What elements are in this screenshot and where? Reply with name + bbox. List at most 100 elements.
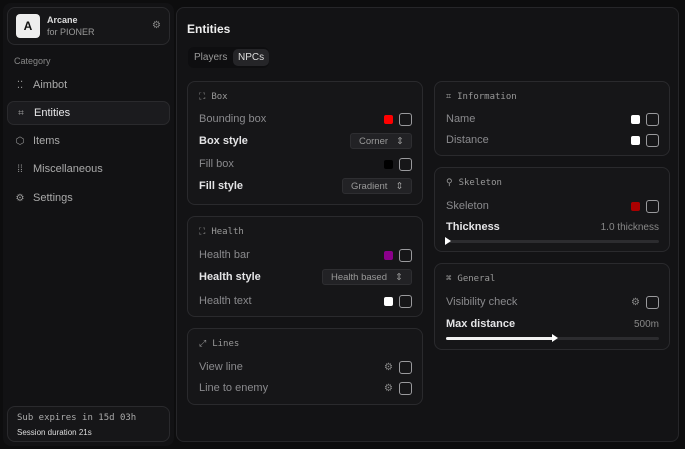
view-line-checkbox[interactable] — [399, 360, 412, 374]
health-style-select[interactable]: Health based ⇕ — [322, 269, 412, 285]
row-label: Line to enemy — [199, 382, 269, 394]
section-title: General — [457, 274, 496, 284]
row-label: Max distance — [446, 318, 516, 330]
max-distance-slider[interactable] — [446, 334, 659, 342]
bone-icon: ⚲ — [446, 178, 453, 188]
misc-icon: ⁞⁞ — [17, 163, 23, 175]
entity-tabs: Players NPCs — [188, 47, 270, 68]
select-value: Gradient — [351, 180, 388, 192]
max-distance-value: 500m — [633, 318, 659, 330]
sidebar-item-miscellaneous[interactable]: ⁞⁞ Miscellaneous — [7, 157, 170, 181]
health-section: ⛶ Health Health bar Health style Health ba… — [187, 216, 423, 317]
visibility-check-row: Visibility check ⚙ — [446, 294, 659, 310]
sidebar-item-label: Aimbot — [33, 79, 68, 91]
tab-npcs[interactable]: NPCs — [233, 49, 270, 66]
health-bar-checkbox[interactable] — [399, 248, 412, 262]
crosshair-icon: ⁚⁚ — [16, 79, 24, 91]
sidebar-item-settings[interactable]: ⚙ Settings — [7, 186, 170, 210]
category-label: Category — [14, 56, 51, 66]
subscription-card: Sub expires in 15d 03h Session duration … — [7, 406, 170, 442]
color-swatch[interactable] — [631, 135, 640, 145]
select-value: Health based — [331, 271, 387, 283]
row-label: Health text — [199, 295, 252, 307]
fill-style-select[interactable]: Gradient ⇕ — [342, 178, 412, 194]
skeleton-section: ⚲ Skeleton Skeleton Thickness 1.0 thicknes… — [434, 167, 670, 252]
tab-players[interactable]: Players — [194, 52, 228, 63]
line-to-enemy-checkbox[interactable] — [399, 381, 412, 395]
line-to-enemy-row: Line to enemy ⚙ — [199, 380, 412, 396]
color-swatch[interactable] — [384, 296, 393, 306]
chevron-updown-icon: ⇕ — [396, 135, 405, 147]
thickness-value: 1.0 thickness — [600, 221, 659, 233]
settings-gear-icon[interactable]: ⚙ — [631, 296, 640, 308]
fill-box-checkbox[interactable] — [399, 157, 412, 171]
settings-gear-icon[interactable]: ⚙ — [152, 20, 161, 31]
section-title: Health — [211, 227, 244, 237]
thickness-slider[interactable] — [445, 237, 659, 245]
chevron-updown-icon: ⇕ — [395, 180, 404, 192]
row-label: Distance — [446, 134, 489, 146]
settings-gear-icon[interactable]: ⚙ — [384, 361, 393, 373]
app-name: Arcane — [47, 15, 78, 25]
sidebar — [3, 3, 174, 446]
row-label: Health style — [199, 271, 261, 283]
name-row: Name — [446, 111, 659, 127]
sidebar-item-entities[interactable]: ⌗ Entities — [7, 101, 170, 125]
main-panel: Entities Players NPCs ⛶ Box Bounding box … — [176, 7, 679, 442]
name-checkbox[interactable] — [646, 112, 659, 126]
row-label: View line — [199, 361, 243, 373]
settings-gear-icon[interactable]: ⚙ — [384, 382, 393, 394]
section-title: Information — [457, 92, 517, 102]
box-style-select[interactable]: Corner ⇕ — [350, 133, 412, 149]
view-line-row: View line ⚙ — [199, 359, 412, 375]
thickness-row: Thickness 1.0 thickness — [446, 219, 659, 235]
section-title: Box — [211, 92, 228, 102]
color-swatch[interactable] — [631, 201, 640, 211]
section-title: Lines — [212, 339, 240, 349]
color-swatch[interactable] — [631, 114, 640, 124]
distance-checkbox[interactable] — [646, 133, 659, 147]
page-title: Entities — [187, 22, 231, 36]
row-label: Thickness — [446, 221, 500, 233]
color-swatch[interactable] — [384, 114, 393, 124]
color-swatch[interactable] — [384, 159, 393, 169]
general-section: ⌘ General Visibility check ⚙ Max distance 5… — [434, 263, 670, 350]
slider-thumb[interactable] — [445, 237, 451, 245]
bounding-box-checkbox[interactable] — [399, 112, 412, 126]
skeleton-row: Skeleton — [446, 198, 659, 214]
app-header-card: A Arcane for PIONER ⚙ — [7, 7, 170, 45]
color-swatch[interactable] — [384, 250, 393, 260]
select-value: Corner — [359, 135, 389, 147]
box-section: ⛶ Box Bounding box Box style Corner ⇕ Fill … — [187, 81, 423, 205]
row-label: Box style — [199, 135, 248, 147]
row-label: Fill box — [199, 158, 234, 170]
lines-section: ⤢ Lines View line ⚙ Line to enemy ⚙ — [187, 328, 423, 405]
visibility-check-checkbox[interactable] — [646, 295, 659, 309]
app-logo: A — [16, 14, 40, 38]
fill-style-row: Fill style Gradient ⇕ — [199, 178, 412, 194]
cube-icon: ⬡ — [15, 135, 25, 147]
session-duration: Session duration 21s — [17, 428, 92, 437]
row-label: Bounding box — [199, 113, 267, 125]
health-icon: ⛶ — [199, 227, 206, 237]
gear-icon: ⚙ — [15, 192, 25, 204]
fill-box-row: Fill box — [199, 156, 412, 172]
sidebar-item-aimbot[interactable]: ⁚⁚ Aimbot — [7, 73, 170, 97]
line-icon: ⤢ — [199, 339, 207, 349]
entities-icon: ⌗ — [18, 107, 24, 119]
section-title: Skeleton — [458, 178, 502, 188]
health-style-row: Health style Health based ⇕ — [199, 269, 412, 285]
bounding-box-row: Bounding box — [199, 111, 412, 127]
sidebar-item-label: Items — [33, 135, 60, 147]
sidebar-item-items[interactable]: ⬡ Items — [7, 129, 170, 153]
sidebar-item-label: Entities — [34, 107, 71, 119]
chip-icon: ⌘ — [446, 274, 452, 284]
row-label: Fill style — [199, 180, 244, 192]
health-text-checkbox[interactable] — [399, 294, 412, 308]
health-bar-row: Health bar — [199, 247, 412, 263]
skeleton-checkbox[interactable] — [646, 199, 659, 213]
slider-thumb[interactable] — [551, 334, 558, 342]
app-subtitle: for PIONER — [47, 27, 95, 37]
health-text-row: Health text — [199, 293, 412, 309]
box-icon: ⛶ — [199, 92, 206, 102]
